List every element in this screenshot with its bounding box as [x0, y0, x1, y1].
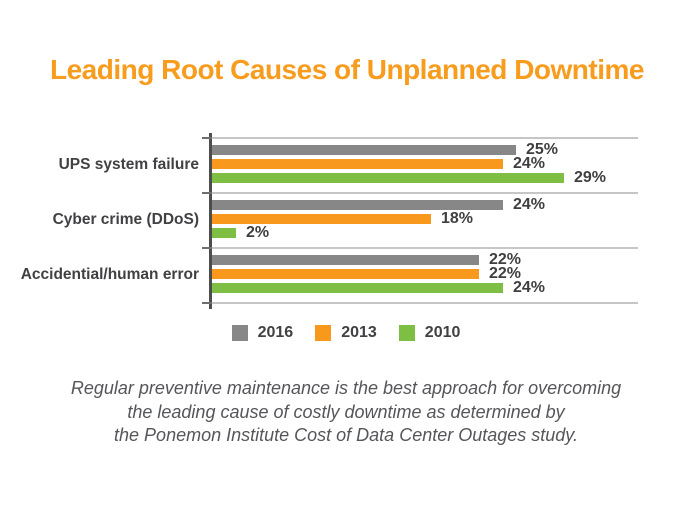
footnote-line-1: Regular preventive maintenance is the be…: [70, 378, 622, 398]
axis-tick: [202, 302, 212, 304]
bar-2013: [212, 214, 431, 224]
legend-item-2010: 2010: [398, 324, 461, 342]
bar-value-label: 22%: [489, 265, 522, 282]
bar-value-label: 18%: [441, 210, 474, 227]
legend: 2016 2013 2010: [0, 324, 692, 342]
axis-tick: [202, 247, 212, 249]
bar-value-label: 24%: [513, 279, 546, 296]
category-label: Cyber crime (DDoS): [52, 210, 199, 228]
bar-value-label: 2%: [246, 224, 270, 241]
axis-tick: [202, 137, 212, 139]
footnote-line-2: the leading cause of costly downtime as …: [127, 401, 565, 422]
bar-2013: [212, 159, 503, 169]
bar-2016: [212, 255, 479, 265]
gridline: [202, 137, 638, 139]
legend-swatch-2013: [315, 325, 332, 341]
y-axis-line: [209, 133, 212, 309]
legend-label-2016: 2016: [257, 324, 294, 341]
legend-swatch-2016: [231, 325, 248, 341]
legend-label-2010: 2010: [424, 324, 461, 341]
legend-item-2013: 2013: [315, 324, 377, 342]
legend-label-2013: 2013: [341, 324, 377, 341]
bar-2010: [212, 283, 503, 293]
bar-value-label: 24%: [513, 196, 546, 213]
footnote: Regular preventive maintenance is the be…: [0, 377, 692, 448]
legend-swatch-2010: [398, 325, 415, 341]
bar-value-label: 24%: [513, 155, 546, 172]
axis-tick: [202, 192, 212, 194]
category-label: Accidential/human error: [20, 265, 199, 283]
gridline: [202, 302, 638, 304]
bar-value-label: 25%: [526, 141, 559, 158]
gridline: [202, 192, 638, 194]
footnote-line-3: the Ponemon Institute Cost of Data Cente…: [114, 425, 578, 445]
bar-value-label: 29%: [574, 169, 607, 186]
bar-2010: [212, 228, 236, 238]
gridline: [202, 247, 638, 249]
bar-value-label: 22%: [489, 251, 522, 268]
category-label: UPS system failure: [58, 155, 199, 173]
chart-title: Leading Root Causes of Unplanned Downtim…: [50, 54, 644, 85]
bar-2013: [212, 269, 479, 279]
bar-2016: [212, 200, 503, 210]
bar-2010: [212, 173, 564, 183]
legend-item-2016: 2016: [231, 324, 294, 342]
bar-2016: [212, 145, 516, 155]
